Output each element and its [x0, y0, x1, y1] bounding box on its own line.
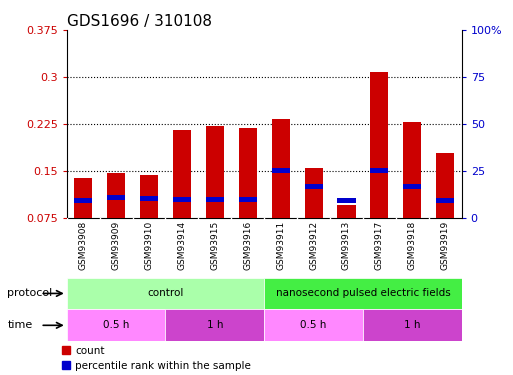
Text: GSM93910: GSM93910: [145, 220, 153, 270]
Bar: [173, 197, 191, 202]
Text: 1 h: 1 h: [207, 320, 223, 330]
Bar: [370, 168, 388, 172]
Bar: [436, 153, 455, 218]
Text: GSM93915: GSM93915: [210, 220, 220, 270]
Bar: [363, 309, 462, 341]
Bar: [206, 126, 224, 218]
Text: time: time: [8, 320, 33, 330]
Bar: [305, 168, 323, 217]
Bar: [206, 197, 224, 202]
Bar: [264, 309, 363, 341]
Text: GSM93918: GSM93918: [408, 220, 417, 270]
Text: GSM93916: GSM93916: [243, 220, 252, 270]
Bar: [67, 309, 165, 341]
Bar: [140, 196, 158, 201]
Bar: [67, 278, 264, 309]
Text: GDS1696 / 310108: GDS1696 / 310108: [67, 14, 212, 29]
Bar: [338, 198, 356, 202]
Bar: [436, 198, 455, 202]
Bar: [264, 278, 462, 309]
Bar: [271, 168, 290, 172]
Text: GSM93908: GSM93908: [78, 220, 88, 270]
Legend: count, percentile rank within the sample: count, percentile rank within the sample: [62, 345, 251, 371]
Text: 0.5 h: 0.5 h: [103, 320, 129, 330]
Bar: [239, 197, 257, 202]
Bar: [140, 175, 158, 217]
Bar: [403, 184, 421, 189]
Text: protocol: protocol: [8, 288, 53, 298]
Text: GSM93919: GSM93919: [441, 220, 450, 270]
Bar: [173, 130, 191, 218]
Bar: [165, 309, 264, 341]
Text: GSM93909: GSM93909: [111, 220, 121, 270]
Text: GSM93913: GSM93913: [342, 220, 351, 270]
Bar: [74, 198, 92, 202]
Bar: [338, 205, 356, 218]
Bar: [305, 184, 323, 189]
Text: GSM93914: GSM93914: [177, 220, 186, 270]
Bar: [271, 119, 290, 218]
Text: 1 h: 1 h: [404, 320, 421, 330]
Bar: [107, 172, 125, 217]
Bar: [107, 195, 125, 200]
Bar: [74, 178, 92, 218]
Bar: [370, 72, 388, 217]
Text: GSM93917: GSM93917: [375, 220, 384, 270]
Text: control: control: [147, 288, 184, 298]
Text: nanosecond pulsed electric fields: nanosecond pulsed electric fields: [275, 288, 450, 298]
Text: GSM93911: GSM93911: [276, 220, 285, 270]
Text: GSM93912: GSM93912: [309, 220, 318, 270]
Bar: [239, 128, 257, 217]
Text: 0.5 h: 0.5 h: [301, 320, 327, 330]
Bar: [403, 122, 421, 218]
